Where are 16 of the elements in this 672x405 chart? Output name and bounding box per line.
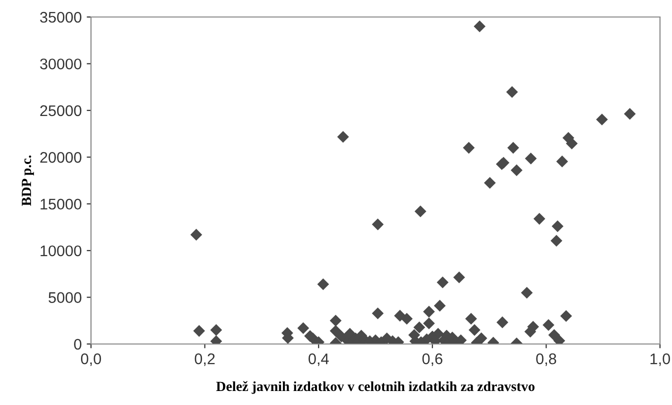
y-tick-label: 25000 [40, 105, 82, 116]
y-tick-label: 15000 [40, 198, 82, 210]
y-tick-label: 35000 [40, 12, 82, 23]
y-tick-label: 5000 [48, 292, 82, 303]
x-tick-label: 0,4 [308, 353, 329, 366]
y-tick-label: 0 [74, 338, 82, 350]
x-tick-label: 0,6 [422, 353, 442, 366]
x-tick-label: 1,0 [650, 353, 670, 366]
y-axis-title: BDP p.c. [22, 155, 34, 206]
x-axis-title: Delež javnih izdatkov v celotnih izdatkih za zdravstvo [216, 381, 534, 394]
y-tick-label: 30000 [40, 58, 82, 70]
y-tick-label: 20000 [40, 152, 82, 163]
x-tick-label: 0,2 [194, 353, 215, 366]
x-tick-label: 0,0 [80, 353, 102, 366]
x-tick-label: 0,8 [536, 353, 556, 366]
y-tick-label: 10000 [40, 245, 82, 256]
